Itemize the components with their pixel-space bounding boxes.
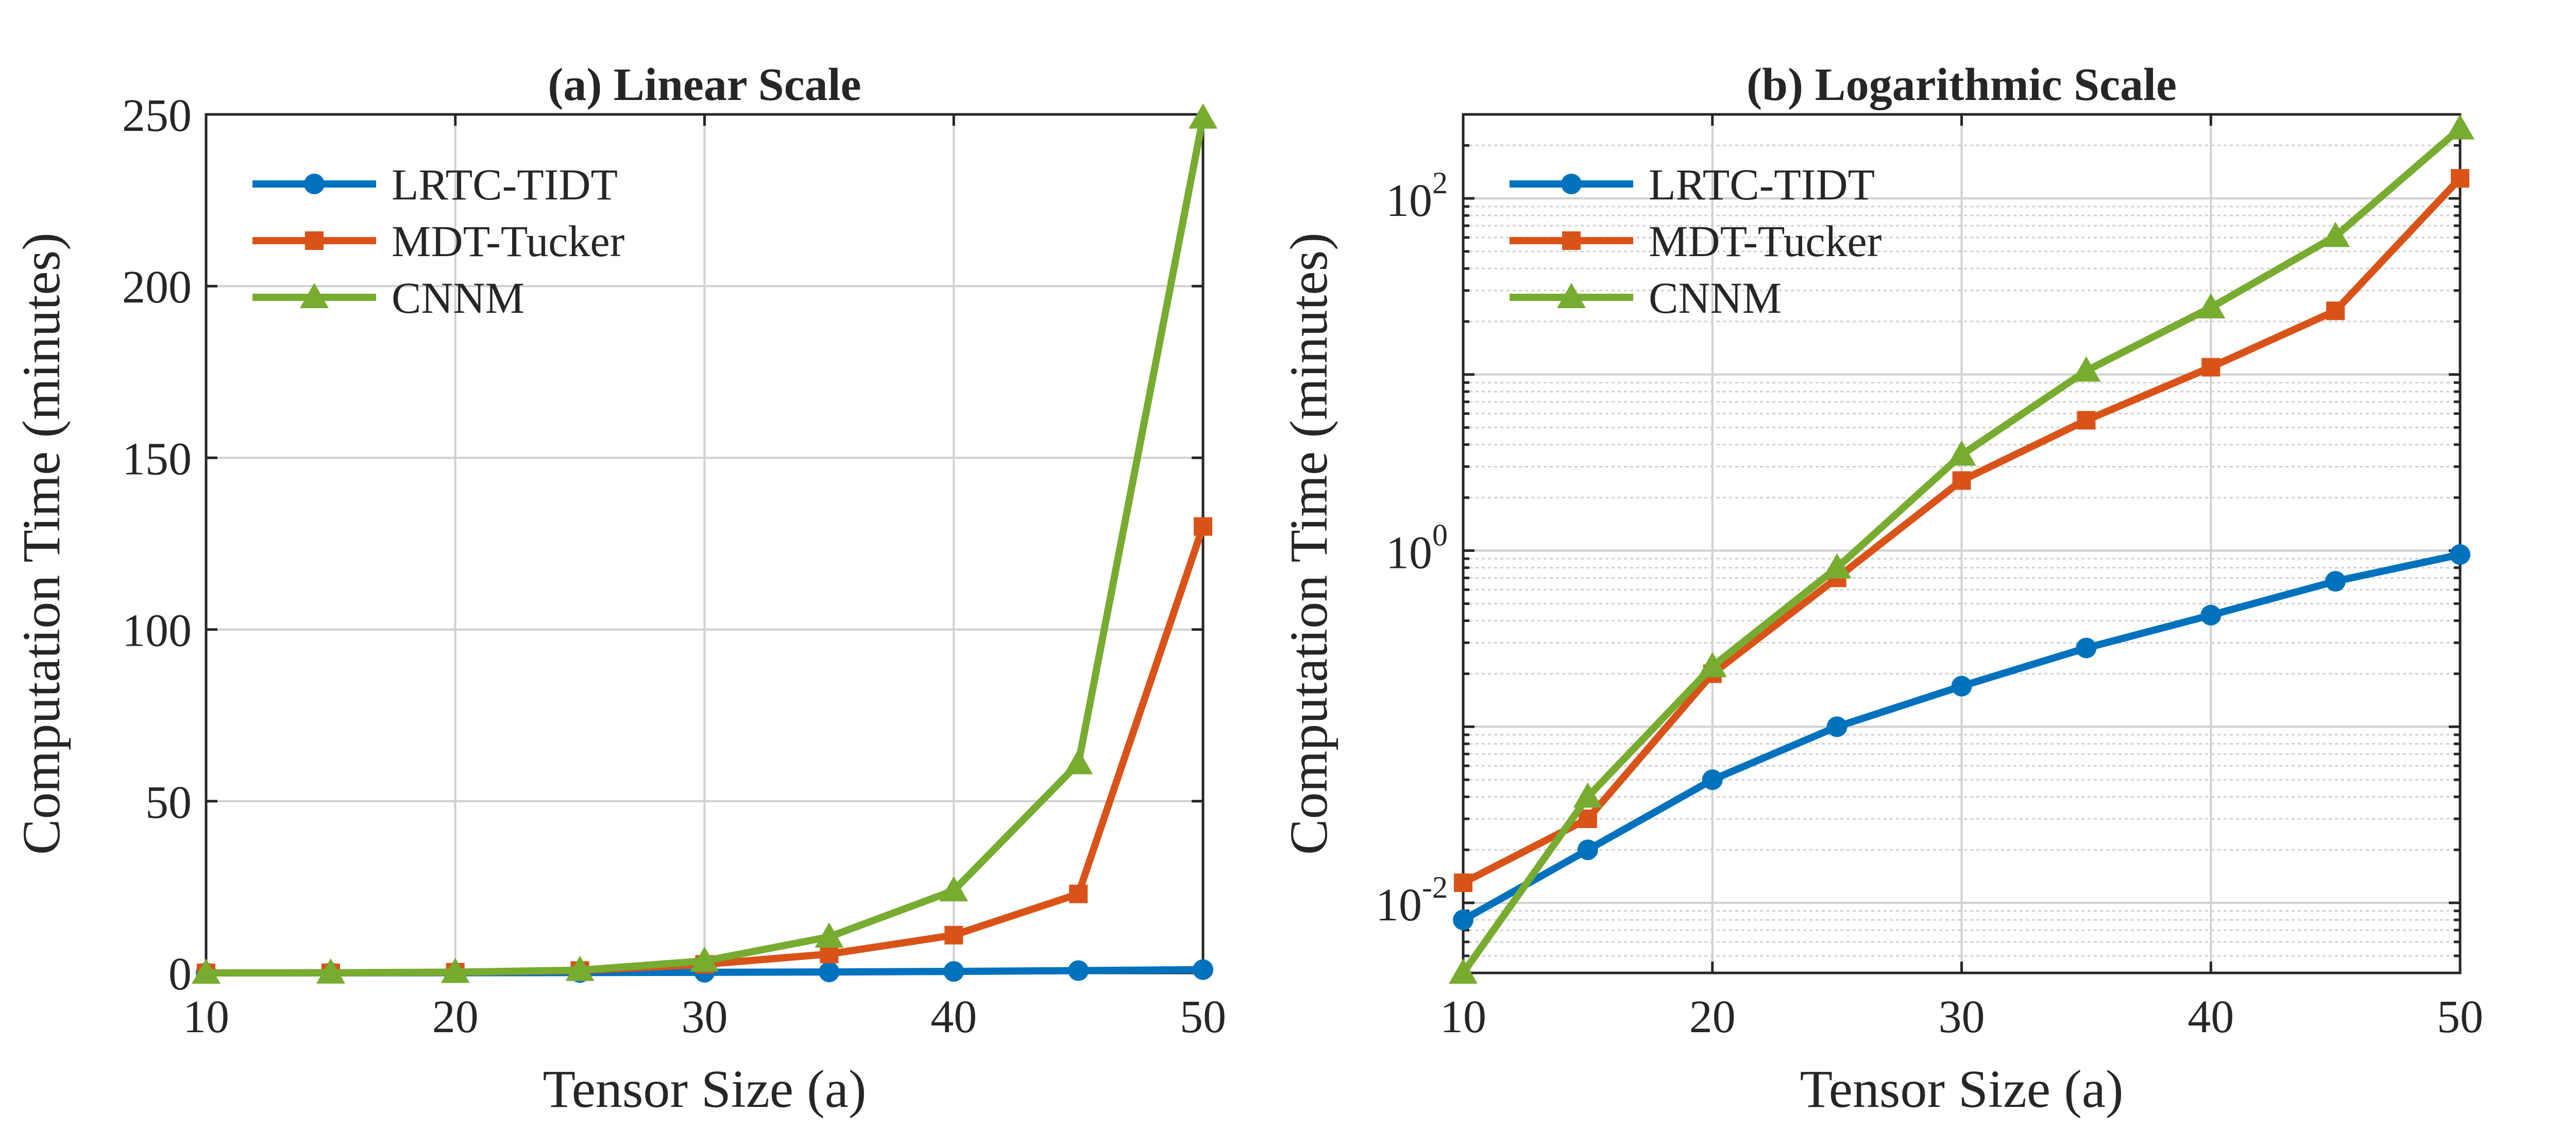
- data-point-lrtc-tidt: [1453, 910, 1473, 931]
- x-tick-label: 30: [1939, 991, 1985, 1042]
- chart-title: (b) Logarithmic Scale: [1747, 59, 2177, 110]
- data-point-mdt-tucker: [1194, 517, 1212, 536]
- data-point-cnnm: [2446, 114, 2475, 140]
- x-tick-label: 40: [2188, 991, 2234, 1042]
- y-tick-label: 10-2: [1376, 870, 1448, 931]
- data-point-lrtc-tidt: [1951, 676, 1972, 697]
- data-point-cnnm: [1822, 553, 1852, 579]
- data-point-cnnm: [192, 958, 221, 984]
- data-point-mdt-tucker: [1578, 809, 1597, 828]
- x-tick-label: 20: [432, 991, 479, 1042]
- data-point-lrtc-tidt: [2076, 637, 2097, 659]
- data-point-cnnm: [2196, 293, 2226, 318]
- data-point-mdt-tucker: [820, 945, 839, 964]
- x-tick-label: 10: [1440, 991, 1486, 1042]
- data-point-mdt-tucker: [1069, 884, 1088, 903]
- x-tick-label: 50: [2437, 991, 2483, 1042]
- data-point-cnnm: [440, 957, 470, 983]
- data-point-cnnm: [1698, 652, 1727, 678]
- data-point-mdt-tucker: [2201, 358, 2221, 377]
- x-axis-label: Tensor Size (a): [543, 1059, 866, 1119]
- panel-linear-scale: 10 20 30 40 50 0 50 100 150 200 250 (a) Linear Scal…: [12, 59, 1226, 1119]
- legend-marker-lrtc-tidt: [304, 174, 325, 194]
- series-group: [1449, 114, 2475, 984]
- data-point-lrtc-tidt: [1577, 839, 1598, 861]
- data-point-lrtc-tidt: [819, 962, 840, 983]
- data-point-lrtc-tidt: [1068, 960, 1089, 981]
- data-point-lrtc-tidt: [2200, 604, 2222, 626]
- data-point-lrtc-tidt: [1193, 959, 1213, 980]
- data-point-lrtc-tidt: [1826, 716, 1848, 737]
- legend-label-cnnm: CNNM: [392, 273, 524, 323]
- legend-marker-mdt-tucker: [1562, 231, 1581, 250]
- data-point-lrtc-tidt: [943, 961, 964, 982]
- data-point-cnnm: [316, 958, 345, 984]
- x-axis-label: Tensor Size (a): [1800, 1059, 2123, 1119]
- x-tick-label: 40: [930, 991, 977, 1042]
- legend-marker-cnnm: [1557, 283, 1586, 308]
- series-group: [192, 103, 1217, 984]
- data-point-cnnm: [1947, 440, 1976, 466]
- data-point-mdt-tucker: [1454, 873, 1472, 893]
- data-point-cnnm: [2321, 222, 2350, 247]
- legend-label-mdt-tucker: MDT-Tucker: [1649, 216, 1882, 266]
- y-tick-label: 102: [1386, 166, 1448, 226]
- panel-logarithmic-scale: 10 20 30 40 50 10-2 100 102 (b) Logarithmic Scal…: [1279, 59, 2483, 1119]
- data-point-cnnm: [815, 922, 844, 948]
- legend-label-lrtc-tidt: LRTC-TIDT: [392, 160, 618, 209]
- chart-title: (a) Linear Scale: [548, 59, 861, 110]
- legend-label-cnnm: CNNM: [1649, 273, 1782, 323]
- legend-marker-cnnm: [300, 283, 329, 308]
- x-tick-label: 20: [1689, 991, 1736, 1042]
- legend-marker-lrtc-tidt: [1561, 174, 1582, 194]
- data-point-mdt-tucker: [1952, 471, 1971, 490]
- y-tick-label: 200: [122, 262, 192, 313]
- data-point-cnnm: [2072, 356, 2101, 382]
- y-tick-label: 150: [122, 433, 192, 484]
- y-tick-label: 100: [1386, 518, 1448, 579]
- data-point-cnnm: [690, 946, 719, 972]
- data-point-lrtc-tidt: [1702, 769, 1723, 790]
- legend-label-lrtc-tidt: LRTC-TIDT: [1649, 160, 1875, 209]
- data-point-cnnm: [565, 955, 595, 981]
- data-point-cnnm: [939, 876, 969, 902]
- legend: LRTC-TIDT MDT-Tucker CNNM: [252, 160, 624, 323]
- y-tick-label: 250: [122, 90, 192, 141]
- y-axis-label: Computation Time (minutes): [1279, 232, 1338, 855]
- legend-label-mdt-tucker: MDT-Tucker: [392, 216, 624, 266]
- y-axis-label: Computation Time (minutes): [12, 232, 71, 855]
- data-point-lrtc-tidt: [2325, 570, 2346, 592]
- data-point-cnnm: [1189, 103, 1217, 129]
- data-point-mdt-tucker: [944, 926, 963, 945]
- x-tick-label: 10: [183, 991, 229, 1042]
- data-point-lrtc-tidt: [2450, 544, 2470, 565]
- data-point-cnnm: [1573, 782, 1602, 808]
- y-tick-label: 100: [122, 605, 192, 657]
- data-point-cnnm: [1064, 749, 1093, 775]
- x-tick-label: 30: [682, 991, 728, 1042]
- legend-marker-mdt-tucker: [305, 231, 324, 250]
- data-point-cnnm: [1449, 958, 1478, 984]
- legend: LRTC-TIDT MDT-Tucker CNNM: [1510, 160, 1882, 323]
- data-point-mdt-tucker: [2326, 301, 2345, 321]
- data-point-mdt-tucker: [2451, 169, 2469, 188]
- x-tick-label: 50: [1180, 991, 1226, 1042]
- data-point-mdt-tucker: [2077, 411, 2096, 430]
- y-tick-label: 50: [145, 777, 192, 828]
- y-tick-label: 0: [168, 949, 192, 1000]
